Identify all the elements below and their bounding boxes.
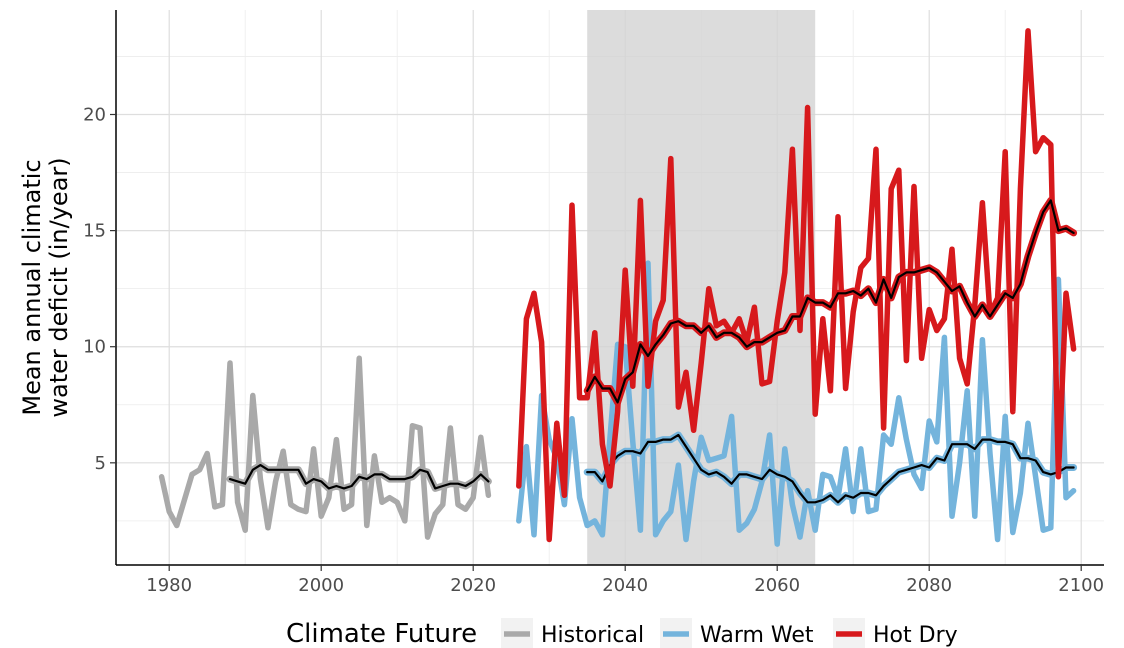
x-tick-label: 2060 [754,575,800,596]
legend-title: Climate Future [286,619,477,648]
y-tick-label: 5 [95,453,106,474]
y-axis-title-line: water deficit (in/year) [45,157,73,417]
legend-label-hot-dry: Hot Dry [873,623,958,648]
legend-label-warm-wet: Warm Wet [700,623,814,648]
x-tick-label: 2020 [450,575,496,596]
axes: 1980 2000 2020 2040 2060 2080 2100 5 10 15 20 Mean … [18,10,1104,596]
warm-wet-line [516,260,1077,547]
y-tick-label: 20 [83,104,106,125]
hot-dry-line [516,28,1077,543]
y-tick-label: 10 [83,337,106,358]
y-axis-title-line: Mean annual climatic [18,159,46,415]
x-tick-label: 2000 [298,575,344,596]
legend: Climate Future Historical Warm Wet Hot Dry [286,618,958,648]
hot-dry-rolling-mean-line [586,199,1075,404]
x-tick-label: 1980 [146,575,192,596]
x-tick-label: 2100 [1058,575,1104,596]
historical-line [158,355,492,540]
warm-wet-rolling-mean-line [586,433,1075,504]
legend-label-historical: Historical [541,623,644,648]
series [158,28,1078,547]
x-tick-label: 2080 [906,575,952,596]
x-tick-label: 2040 [602,575,648,596]
y-axis-title: Mean annual climaticwater deficit (in/ye… [18,157,73,417]
historical-rolling-mean-line [228,464,490,490]
y-tick-label: 15 [83,221,106,242]
